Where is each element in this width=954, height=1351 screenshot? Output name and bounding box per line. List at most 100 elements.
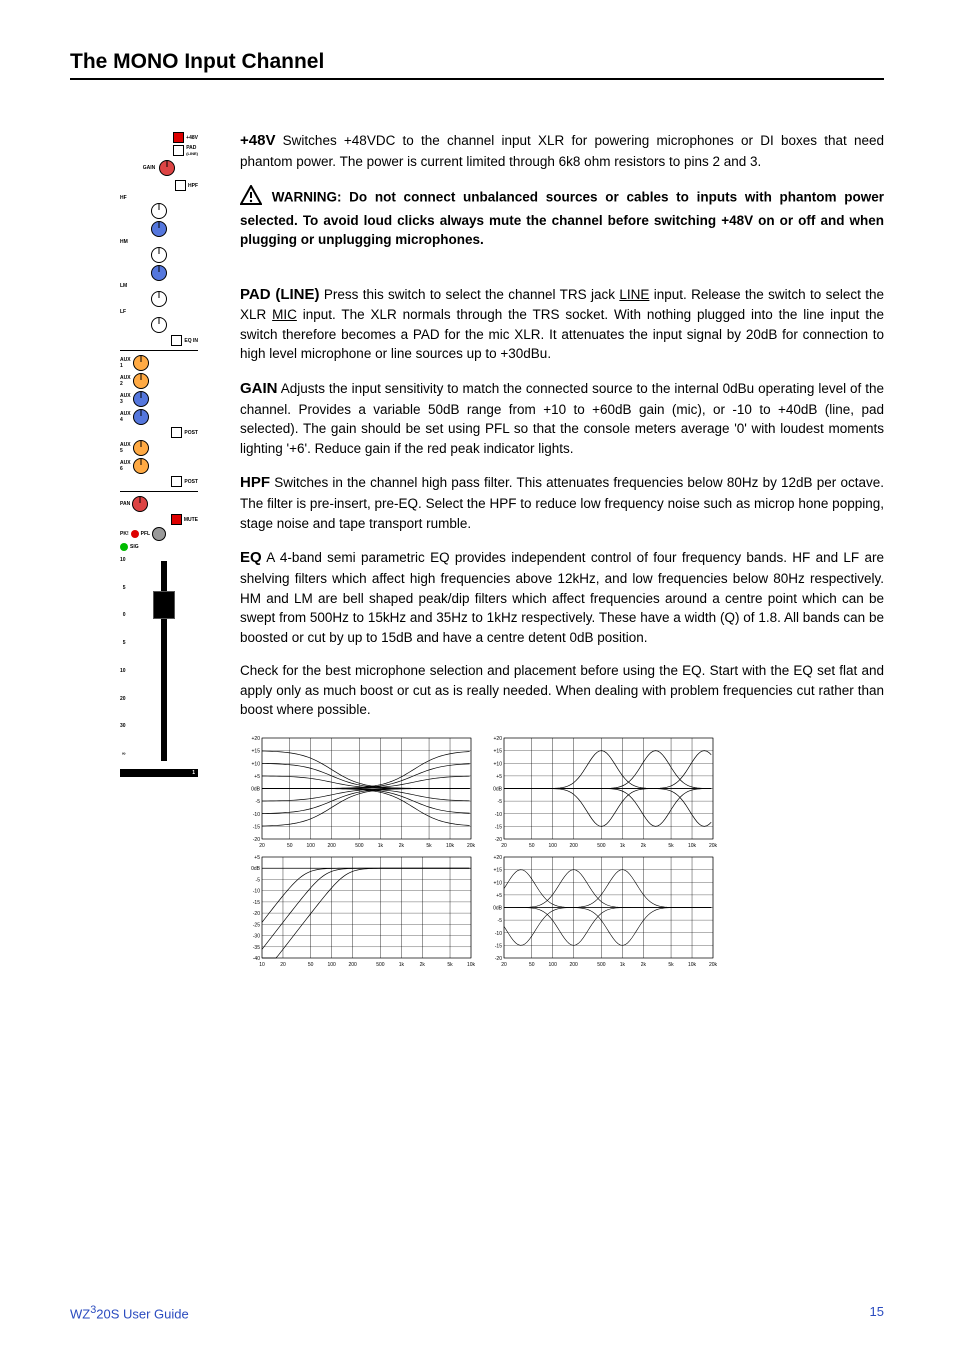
svg-text:5k: 5k [447,962,453,968]
channel-strip-diagram: +48V PAD (LINE) GAIN HPF HF [70,130,200,968]
post1-label: POST [184,430,198,436]
fader-track [161,561,167,761]
svg-text:20: 20 [280,962,286,968]
svg-text:10k: 10k [688,962,697,968]
term-pad: PAD (LINE) [240,286,319,303]
svg-text:0dB: 0dB [251,866,261,872]
body-eq: A 4-band semi parametric EQ provides ind… [240,550,884,644]
svg-text:+20: +20 [494,855,503,861]
svg-text:-35: -35 [253,945,260,951]
channel-number: 1 [192,770,195,776]
section-48v: +48V Switches +48VDC to the channel inpu… [240,130,884,171]
svg-text:500: 500 [376,962,385,968]
pk-label: PK! [120,531,129,537]
hf-label: HF [120,195,127,201]
body-hpf: Switches in the channel high pass filter… [240,475,884,530]
svg-text:20k: 20k [709,843,717,849]
svg-text:+15: +15 [494,749,503,755]
svg-text:100: 100 [327,962,336,968]
svg-text:20: 20 [259,843,265,849]
chart-hf-shelf: 20501002005001k2k5k10k20k+20+15+10+50dB-… [240,734,475,849]
hm-label: HM [120,239,128,245]
svg-text:5k: 5k [426,843,432,849]
svg-text:-5: -5 [256,799,261,805]
svg-text:+5: +5 [254,774,260,780]
text-column: +48V Switches +48VDC to the channel inpu… [240,130,884,968]
svg-text:10k: 10k [446,843,455,849]
svg-text:-40: -40 [253,956,260,962]
svg-text:2k: 2k [420,962,426,968]
pad-body3: input. The XLR normals through the TRS s… [240,307,884,361]
hpf-button [175,180,186,191]
gain-knob [159,160,175,176]
aux5-label: AUX 5 [120,442,131,454]
svg-text:-20: -20 [495,956,502,962]
sig-label: SIG [130,544,139,550]
fader-tick-6: 30 [120,723,126,729]
hm-gain-knob [151,221,167,237]
pfl-button [152,527,166,541]
svg-text:+20: +20 [494,736,503,742]
svg-text:-10: -10 [495,812,502,818]
svg-text:-10: -10 [253,812,260,818]
svg-text:+10: +10 [252,761,261,767]
body-48v: Switches +48VDC to the channel input XLR… [240,133,884,169]
svg-text:-5: -5 [498,799,503,805]
svg-text:0dB: 0dB [493,906,503,912]
fader-tick-5: 20 [120,696,126,702]
fader-tick-1: 5 [120,585,126,591]
warning-text: WARNING: Do not connect unbalanced sourc… [240,190,884,248]
svg-text:200: 200 [327,843,336,849]
svg-text:-30: -30 [253,934,260,940]
gain-label: GAIN [143,165,156,171]
pan-label: PAN [120,501,130,507]
svg-text:+15: +15 [252,749,261,755]
section-eq: EQ A 4-band semi parametric EQ provides … [240,547,884,647]
svg-text:1k: 1k [620,962,626,968]
fader-tick-3: 5 [120,640,126,646]
aux6-label: AUX 6 [120,460,131,472]
48v-button [173,132,184,143]
svg-text:1k: 1k [399,962,405,968]
footer-left: WZ320S User Guide [70,1304,189,1321]
svg-text:100: 100 [549,843,558,849]
svg-text:0dB: 0dB [493,787,503,793]
lm-freq-knob [151,291,167,307]
svg-text:-15: -15 [495,824,502,830]
svg-text:50: 50 [529,962,535,968]
svg-text:+20: +20 [252,736,261,742]
svg-text:1k: 1k [378,843,384,849]
aux2-knob [133,373,149,389]
svg-text:-5: -5 [498,918,503,924]
footer-wz: WZ [70,1306,90,1321]
aux1-label: AUX 1 [120,357,131,369]
line-label: (LINE) [186,151,198,156]
term-hpf: HPF [240,474,270,491]
svg-text:10: 10 [259,962,265,968]
mute-label: MUTE [184,517,198,523]
svg-text:+10: +10 [494,761,503,767]
svg-text:10k: 10k [467,962,475,968]
section-gain: GAIN Adjusts the input sensitivity to ma… [240,378,884,458]
lm-gain-knob [151,265,167,281]
chart-lm-lf: 20501002005001k2k5k10k20k+20+15+10+50dB-… [482,853,717,968]
svg-text:20k: 20k [709,962,717,968]
body-gain: Adjusts the input sensitivity to match t… [240,381,884,456]
svg-text:-20: -20 [495,837,502,843]
aux3-knob [133,391,149,407]
svg-text:50: 50 [308,962,314,968]
pan-knob [132,496,148,512]
svg-text:2k: 2k [399,843,405,849]
sig-led [120,543,128,551]
chart-hm-peak: 20501002005001k2k5k10k20k+20+15+10+50dB-… [482,734,717,849]
svg-text:5k: 5k [668,843,674,849]
svg-text:5k: 5k [668,962,674,968]
fader: 10 5 0 5 10 20 30 ∞ 1 [120,557,198,777]
content: +48V PAD (LINE) GAIN HPF HF [70,130,884,968]
section-check: Check for the best microphone selection … [240,661,884,720]
svg-text:100: 100 [307,843,316,849]
post2-label: POST [184,479,198,485]
pad-button [173,145,184,156]
postpre2-button [171,476,182,487]
postpre1-button [171,427,182,438]
